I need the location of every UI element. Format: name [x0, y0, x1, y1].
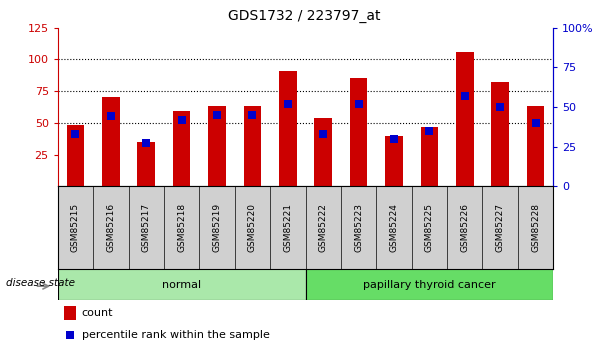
- Text: percentile rank within the sample: percentile rank within the sample: [81, 330, 269, 340]
- Bar: [385, 136, 403, 186]
- Text: GSM85218: GSM85218: [177, 203, 186, 252]
- Point: [142, 141, 151, 146]
- Point: [354, 101, 364, 107]
- Point: [389, 136, 399, 141]
- Text: GSM85223: GSM85223: [354, 203, 363, 252]
- Bar: [67, 125, 85, 186]
- Text: count: count: [81, 308, 113, 318]
- Point: [496, 104, 505, 110]
- Point: [424, 128, 434, 134]
- Point: [531, 120, 541, 126]
- Text: GSM85215: GSM85215: [71, 203, 80, 252]
- FancyBboxPatch shape: [305, 269, 553, 300]
- Bar: [137, 142, 155, 186]
- Bar: [421, 127, 438, 186]
- Point: [106, 114, 116, 119]
- Point: [71, 131, 80, 137]
- Point: [177, 117, 187, 122]
- Point: [283, 101, 292, 107]
- Text: GSM85227: GSM85227: [496, 203, 505, 252]
- Text: GSM85224: GSM85224: [390, 203, 398, 252]
- Bar: [456, 52, 474, 186]
- Bar: [350, 78, 367, 186]
- Text: GSM85217: GSM85217: [142, 203, 151, 252]
- Text: GSM85226: GSM85226: [460, 203, 469, 252]
- Bar: [279, 71, 297, 186]
- Point: [247, 112, 257, 118]
- Bar: [527, 106, 544, 186]
- Bar: [64, 306, 75, 320]
- Bar: [208, 106, 226, 186]
- Bar: [102, 97, 120, 186]
- Bar: [173, 111, 190, 186]
- Text: GSM85225: GSM85225: [425, 203, 434, 252]
- Text: GSM85228: GSM85228: [531, 203, 540, 252]
- Text: GSM85220: GSM85220: [248, 203, 257, 252]
- Point: [319, 131, 328, 137]
- Text: GDS1732 / 223797_at: GDS1732 / 223797_at: [228, 9, 380, 23]
- Text: GSM85222: GSM85222: [319, 203, 328, 252]
- Text: GSM85221: GSM85221: [283, 203, 292, 252]
- Point: [460, 93, 469, 99]
- Text: GSM85216: GSM85216: [106, 203, 116, 252]
- Bar: [491, 82, 509, 186]
- Text: disease state: disease state: [6, 278, 75, 288]
- Point: [212, 112, 222, 118]
- FancyBboxPatch shape: [58, 269, 305, 300]
- Text: papillary thyroid cancer: papillary thyroid cancer: [363, 280, 496, 289]
- Bar: [314, 118, 332, 186]
- Point: [65, 332, 75, 338]
- Text: normal: normal: [162, 280, 201, 289]
- Text: GSM85219: GSM85219: [213, 203, 221, 252]
- Bar: [244, 106, 261, 186]
